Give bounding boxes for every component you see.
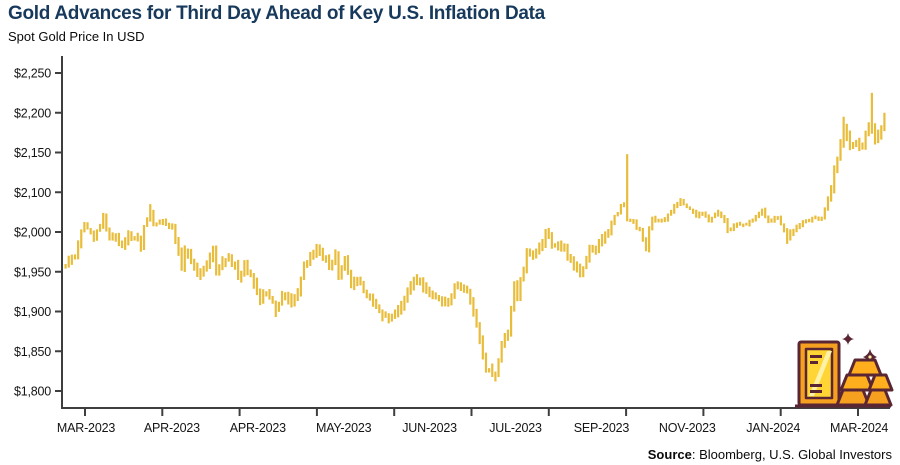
- x-tick-label: JUL-2023: [489, 421, 542, 435]
- y-tick-label: $1,950: [14, 265, 51, 279]
- source-separator: :: [691, 447, 700, 462]
- standing-gold-bar: [797, 340, 841, 407]
- y-tick-label: $2,000: [14, 226, 51, 240]
- chart-subtitle: Spot Gold Price In USD: [8, 29, 145, 44]
- y-tick-label: $2,250: [14, 67, 51, 81]
- y-tick-label: $2,100: [14, 186, 51, 200]
- stacked-gold-ingots: [835, 358, 894, 407]
- source-note: Source: Bloomberg, U.S. Global Investors: [648, 447, 892, 462]
- sparkle-icon: [842, 333, 854, 345]
- x-tick-label: NOV-2023: [659, 421, 716, 435]
- x-tick-label: JAN-2024: [746, 421, 800, 435]
- x-tick-label: MAY-2023: [316, 421, 372, 435]
- source-text: Bloomberg, U.S. Global Investors: [699, 447, 892, 462]
- x-tick-label: MAR-2024: [830, 421, 888, 435]
- gold-bars-icon: [795, 333, 894, 408]
- y-tick-label: $2,200: [14, 106, 51, 120]
- x-tick-label: APR-2023: [230, 421, 286, 435]
- source-label: Source: [647, 447, 692, 462]
- x-tick-label: MAR-2023: [57, 421, 115, 435]
- sparkle-center-dot: [868, 355, 872, 359]
- x-tick-label: APR-2023: [144, 421, 200, 435]
- chart-axes: [61, 56, 890, 409]
- y-tick-label: $2,150: [14, 146, 51, 160]
- y-tick-label: $1,900: [14, 305, 51, 319]
- y-tick-label: $1,850: [14, 345, 51, 359]
- gold-price-series: [64, 92, 886, 382]
- x-tick-label: JUN-2023: [402, 421, 457, 435]
- x-tick-label: SEP-2023: [574, 421, 630, 435]
- y-tick-label: $1,800: [14, 385, 51, 399]
- chart-title: Gold Advances for Third Day Ahead of Key…: [8, 3, 545, 24]
